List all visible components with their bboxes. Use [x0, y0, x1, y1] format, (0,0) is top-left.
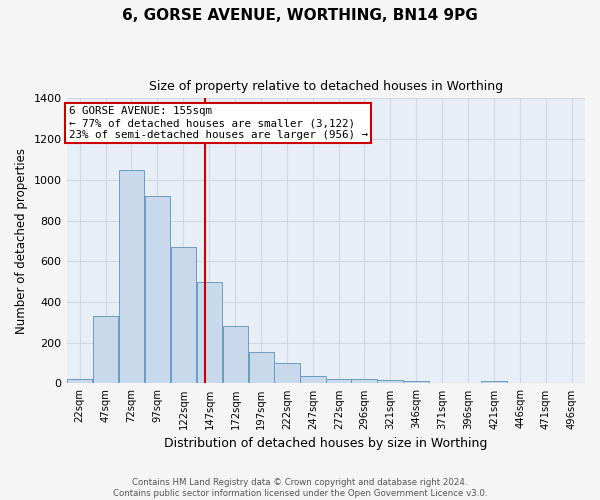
Text: 6 GORSE AVENUE: 155sqm
← 77% of detached houses are smaller (3,122)
23% of semi-: 6 GORSE AVENUE: 155sqm ← 77% of detached… — [68, 106, 368, 140]
Title: Size of property relative to detached houses in Worthing: Size of property relative to detached ho… — [149, 80, 503, 93]
Bar — [248, 352, 274, 384]
Y-axis label: Number of detached properties: Number of detached properties — [15, 148, 28, 334]
Bar — [145, 196, 170, 384]
Bar — [326, 380, 352, 384]
Bar — [274, 363, 300, 384]
Bar — [197, 282, 222, 384]
Bar — [92, 316, 118, 384]
Bar — [352, 380, 377, 384]
Bar — [377, 380, 403, 384]
Bar — [301, 376, 326, 384]
Bar — [170, 247, 196, 384]
Bar — [223, 326, 248, 384]
Text: Contains HM Land Registry data © Crown copyright and database right 2024.
Contai: Contains HM Land Registry data © Crown c… — [113, 478, 487, 498]
Bar — [119, 170, 145, 384]
Bar — [67, 380, 92, 384]
Bar — [403, 382, 429, 384]
Bar — [481, 382, 507, 384]
X-axis label: Distribution of detached houses by size in Worthing: Distribution of detached houses by size … — [164, 437, 487, 450]
Text: 6, GORSE AVENUE, WORTHING, BN14 9PG: 6, GORSE AVENUE, WORTHING, BN14 9PG — [122, 8, 478, 22]
